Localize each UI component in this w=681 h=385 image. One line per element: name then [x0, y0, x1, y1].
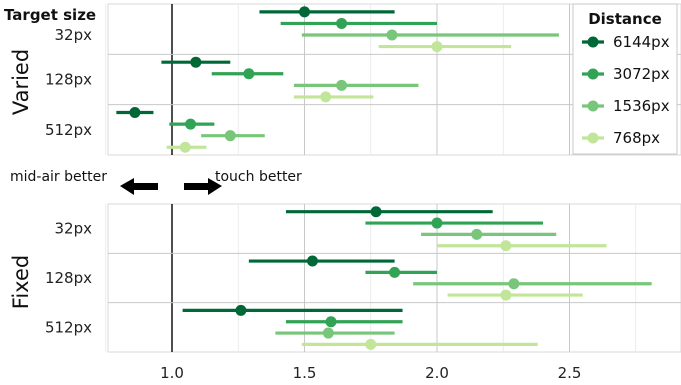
point-varied-32px-6144px — [299, 6, 310, 18]
legend-label: 6144px — [613, 33, 670, 51]
legend-swatch-point — [587, 68, 599, 80]
legend-swatch-point — [587, 100, 599, 112]
point-fixed-512px-3072px — [325, 316, 337, 328]
point-fixed-128px-1536px — [508, 278, 520, 290]
point-varied-128px-6144px — [190, 56, 202, 68]
point-varied-128px-768px — [320, 91, 332, 103]
category-label-varied-128px: 128px — [45, 71, 92, 89]
point-varied-32px-3072px — [336, 17, 348, 29]
point-fixed-128px-6144px — [306, 255, 318, 267]
category-label-fixed-512px: 512px — [45, 318, 92, 336]
legend-label: 1536px — [613, 97, 670, 115]
annotation-right: touch better — [215, 169, 302, 185]
legend-label: 3072px — [613, 65, 670, 83]
point-fixed-128px-768px — [500, 289, 512, 301]
point-fixed-512px-768px — [365, 338, 377, 350]
point-fixed-32px-768px — [500, 240, 512, 252]
point-varied-32px-768px — [431, 41, 443, 53]
category-label-fixed-128px: 128px — [45, 269, 92, 287]
legend-swatch-point — [587, 36, 599, 48]
point-varied-128px-3072px — [243, 68, 255, 80]
legend-box — [572, 3, 678, 155]
annotation-left: mid-air better — [10, 169, 107, 185]
category-header: Target size — [4, 6, 96, 24]
legend-title: Distance — [588, 10, 662, 28]
point-fixed-32px-1536px — [471, 228, 483, 240]
panel-background-fixed — [107, 203, 681, 353]
point-varied-512px-3072px — [185, 118, 197, 130]
arrow-left-icon — [120, 178, 158, 195]
category-label-varied-512px: 512px — [45, 121, 92, 139]
point-fixed-512px-6144px — [235, 304, 247, 316]
x-tick-label: 2.0 — [425, 364, 449, 382]
panel-title-varied: Varied — [9, 49, 33, 115]
x-tick-label: 2.5 — [558, 364, 582, 382]
point-varied-32px-1536px — [386, 29, 398, 41]
point-fixed-32px-6144px — [370, 206, 382, 218]
point-varied-512px-1536px — [224, 130, 236, 142]
point-fixed-32px-3072px — [431, 217, 443, 229]
legend-swatch-point — [587, 132, 599, 144]
panel-title-fixed: Fixed — [9, 255, 33, 309]
category-label-varied-32px: 32px — [55, 26, 93, 44]
point-varied-128px-1536px — [336, 79, 348, 91]
arrow-right-icon — [184, 178, 222, 195]
category-label-fixed-32px: 32px — [55, 220, 93, 238]
x-tick-label: 1.5 — [293, 364, 317, 382]
point-fixed-128px-3072px — [389, 266, 401, 278]
legend-label: 768px — [613, 129, 660, 147]
point-varied-512px-6144px — [129, 107, 141, 119]
point-varied-512px-768px — [179, 141, 191, 153]
x-tick-label: 1.0 — [160, 364, 184, 382]
point-fixed-512px-1536px — [322, 327, 334, 339]
